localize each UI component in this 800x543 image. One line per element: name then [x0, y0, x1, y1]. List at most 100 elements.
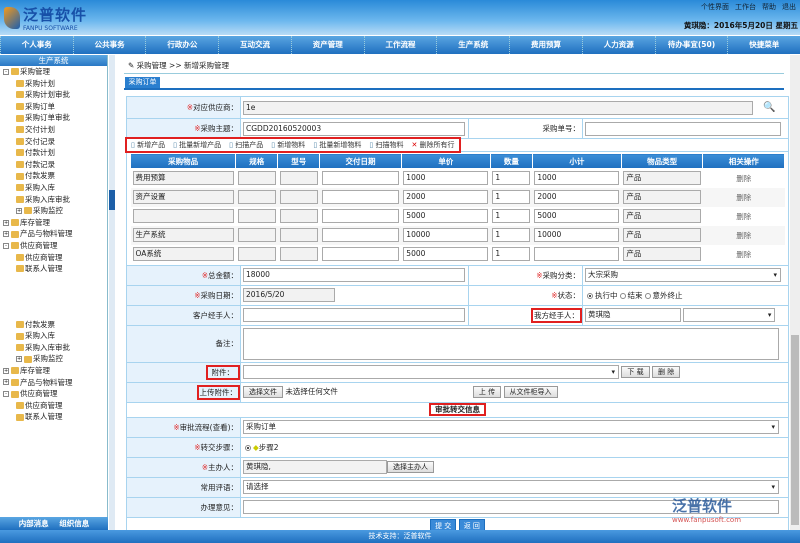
- toolbar-item[interactable]: ▯ 新增产品: [131, 140, 165, 150]
- subject-input[interactable]: CGDD20160520003: [243, 121, 465, 136]
- sidebar-item[interactable]: + 产品与物料管理: [0, 377, 107, 389]
- cell-input[interactable]: [534, 247, 620, 261]
- delete-row-link[interactable]: 删除: [736, 211, 752, 221]
- sidebar-item[interactable]: + 库存管理: [0, 217, 107, 229]
- sidebar-item[interactable]: 付款发票: [0, 319, 107, 331]
- cell-input[interactable]: 1: [492, 228, 531, 242]
- number-input[interactable]: [585, 121, 781, 136]
- sidebar-item[interactable]: 采购订单审批: [0, 112, 107, 124]
- sidebar-item[interactable]: - 供应商管理: [0, 240, 107, 252]
- date-input[interactable]: 2016/5/20: [243, 288, 335, 302]
- delete-row-link[interactable]: 删除: [736, 173, 752, 183]
- sidebar-item[interactable]: + 采购监控: [0, 353, 107, 365]
- cell-input[interactable]: 1: [492, 209, 531, 223]
- sidebar-item[interactable]: + 采购监控: [0, 205, 107, 217]
- cell-input[interactable]: 资产设置: [132, 190, 234, 204]
- opinion-input[interactable]: [243, 500, 779, 514]
- cell-input[interactable]: [237, 190, 276, 204]
- cell-input[interactable]: 1000: [534, 171, 620, 186]
- cell-input[interactable]: [279, 228, 318, 242]
- nav-item[interactable]: 生产系统: [436, 36, 509, 54]
- nav-item[interactable]: 资产管理: [290, 36, 364, 54]
- sidebar-item[interactable]: 采购入库: [0, 182, 107, 194]
- sidebar-item[interactable]: 付款发票: [0, 170, 107, 182]
- sidebar-item[interactable]: + 产品与物料管理: [0, 228, 107, 240]
- remark-textarea[interactable]: [243, 327, 779, 360]
- status-radio[interactable]: [644, 292, 651, 299]
- cell-input[interactable]: 5000: [403, 209, 489, 223]
- cell-input[interactable]: [321, 247, 400, 261]
- nav-item[interactable]: 快捷菜单: [727, 36, 800, 54]
- cell-input[interactable]: [321, 171, 400, 186]
- search-supplier-icon[interactable]: 🔍: [763, 101, 776, 113]
- delete-row-link[interactable]: 删除: [736, 230, 752, 240]
- sidebar-item[interactable]: 采购入库: [0, 330, 107, 342]
- upload-button[interactable]: 上 传: [472, 386, 502, 398]
- sidebar-item[interactable]: - 采购管理: [0, 66, 107, 78]
- cell-input[interactable]: 10000: [534, 228, 620, 242]
- sidebar-item[interactable]: 供应商管理: [0, 400, 107, 412]
- cell-input[interactable]: 5000: [534, 209, 620, 223]
- sidebar-item[interactable]: 采购入库审批: [0, 194, 107, 206]
- splitter-handle[interactable]: [109, 190, 115, 210]
- sidebar-item[interactable]: 交付记录: [0, 136, 107, 148]
- sidebar-item[interactable]: 供应商管理: [0, 252, 107, 264]
- cell-input[interactable]: [321, 228, 400, 242]
- step-radio[interactable]: [245, 444, 251, 451]
- nav-item[interactable]: 行政办公: [145, 36, 218, 54]
- nav-item[interactable]: 互动交流: [218, 36, 291, 54]
- collapse-icon[interactable]: -: [3, 68, 9, 75]
- nav-item[interactable]: 个人事务: [0, 36, 73, 54]
- toolbar-item[interactable]: ▯ 批量新增物料: [313, 140, 361, 150]
- sidebar-item[interactable]: 付款计划: [0, 147, 107, 159]
- cell-input[interactable]: 1: [492, 190, 531, 204]
- collapse-icon[interactable]: -: [3, 242, 9, 249]
- our-handler-select[interactable]: [683, 308, 776, 322]
- status-radio[interactable]: [619, 292, 626, 299]
- cell-input[interactable]: 1: [492, 171, 531, 186]
- nav-item[interactable]: 人力资源: [581, 36, 655, 54]
- cell-input[interactable]: 产品: [623, 247, 701, 261]
- expand-icon[interactable]: +: [3, 219, 9, 226]
- cell-input[interactable]: 生产系统: [132, 228, 234, 242]
- nav-item[interactable]: 待办事宜(50): [654, 36, 728, 54]
- cell-input[interactable]: 2000: [403, 190, 489, 204]
- sidebar-item[interactable]: 采购订单: [0, 101, 107, 113]
- status-radio[interactable]: [587, 292, 593, 299]
- cell-input[interactable]: [279, 190, 318, 204]
- cell-input[interactable]: [237, 171, 276, 186]
- personalize-link[interactable]: 个性界面: [701, 3, 729, 11]
- phrase-select[interactable]: 请选择: [243, 480, 779, 494]
- host-input[interactable]: 黄琪隐,: [243, 460, 387, 474]
- sidebar-item[interactable]: 采购计划审批: [0, 89, 107, 101]
- internal-messages-button[interactable]: 内部消息: [18, 519, 49, 528]
- cell-input[interactable]: 产品: [623, 209, 701, 223]
- import-from-cabinet-button[interactable]: 从文件柜导入: [503, 386, 558, 398]
- help-link[interactable]: 帮助: [762, 3, 776, 11]
- toolbar-delete-all[interactable]: ✕ 删除所有行: [411, 140, 454, 150]
- tab-purchase-order[interactable]: 采购订单: [125, 77, 160, 88]
- scrollbar[interactable]: [790, 55, 800, 530]
- client-handler-input[interactable]: [243, 308, 465, 322]
- expand-icon[interactable]: +: [3, 379, 9, 386]
- nav-item[interactable]: 工作流程: [363, 36, 437, 54]
- cell-input[interactable]: 产品: [623, 171, 701, 186]
- cell-input[interactable]: 5000: [403, 247, 489, 261]
- choose-host-button[interactable]: 选择主办人: [387, 461, 434, 473]
- sidebar-item[interactable]: + 库存管理: [0, 365, 107, 377]
- toolbar-item[interactable]: ▯ 批量新增产品: [173, 140, 221, 150]
- sidebar-item[interactable]: 付款记录: [0, 159, 107, 171]
- nav-item[interactable]: 公共事务: [72, 36, 146, 54]
- our-handler-input[interactable]: 黄琪隐: [585, 308, 681, 322]
- cell-input[interactable]: 产品: [623, 190, 701, 204]
- toolbar-item[interactable]: ▯ 扫描产品: [229, 140, 263, 150]
- cell-input[interactable]: [237, 228, 276, 242]
- cell-input[interactable]: OA系统: [132, 247, 234, 261]
- cell-input[interactable]: [237, 247, 276, 261]
- sidebar-item[interactable]: 联系人管理: [0, 263, 107, 275]
- sidebar-item[interactable]: 交付计划: [0, 124, 107, 136]
- scrollbar-thumb[interactable]: [791, 335, 799, 525]
- cell-input[interactable]: 产品: [623, 228, 701, 242]
- cell-input[interactable]: 2000: [534, 190, 620, 204]
- workbench-link[interactable]: 工作台: [735, 3, 756, 11]
